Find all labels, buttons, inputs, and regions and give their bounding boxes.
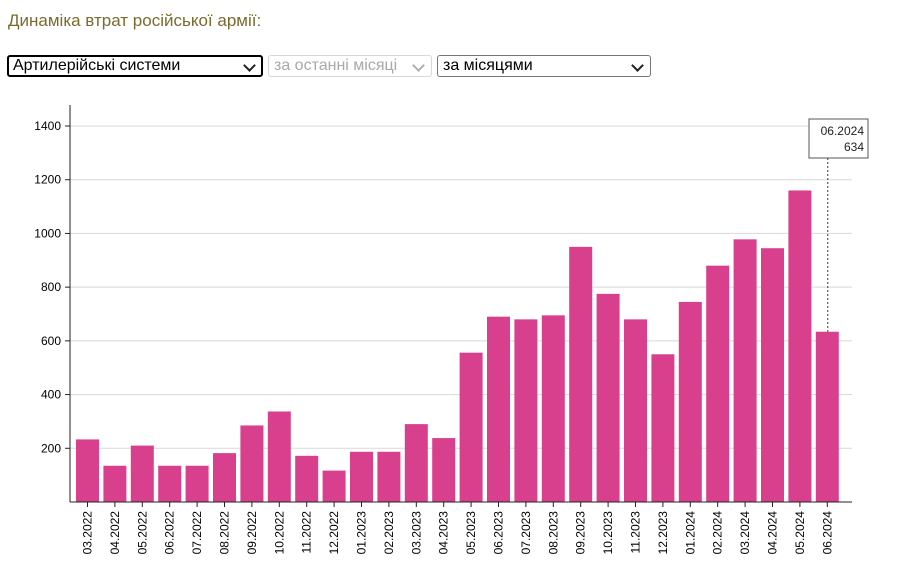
bar-06.2023 — [487, 316, 510, 502]
bar-10.2023 — [596, 293, 620, 502]
x-tick-label: 02.2024 — [711, 511, 725, 555]
bar-02.2023 — [377, 451, 401, 502]
x-axis: 03.2022 04.2022 05.2022 06.2022 07.2022 08.20… — [70, 501, 852, 555]
y-axis: 200 400 600 800 1000 1200 1400 — [34, 105, 71, 502]
tooltip-date: 06.2024 — [821, 124, 865, 138]
bars — [76, 190, 839, 502]
y-tick-label: 400 — [41, 388, 61, 402]
grouping-select[interactable]: за місяцями — [437, 55, 651, 77]
grouping-select-value: за місяцями — [443, 57, 533, 74]
x-tick-label: 07.2022 — [190, 511, 204, 555]
tooltip-box — [808, 118, 869, 159]
category-select[interactable]: Артилерійські системи — [7, 55, 263, 77]
period-select-value: за останні місяці — [274, 57, 398, 74]
bar-05.2024 — [788, 190, 812, 502]
chart-tooltip: 06.2024 634 — [808, 118, 869, 332]
bar-09.2023 — [569, 246, 593, 502]
x-tick-label: 12.2022 — [327, 511, 341, 555]
bar-01.2023 — [350, 451, 373, 502]
bar-06.2022 — [158, 465, 182, 502]
period-select: за останні місяці — [268, 55, 432, 77]
x-tick-label: 02.2023 — [382, 511, 396, 555]
y-tick-label: 200 — [41, 441, 61, 455]
bar-03.2022 — [76, 439, 99, 502]
x-tick-label: 04.2024 — [766, 511, 780, 555]
bar-09.2022 — [240, 425, 264, 502]
bar-12.2022 — [322, 470, 346, 502]
y-tick-label: 800 — [41, 280, 61, 294]
x-tick-label: 11.2022 — [300, 511, 314, 554]
x-tick-label: 09.2023 — [574, 511, 588, 555]
bar-11.2023 — [624, 319, 647, 502]
bar-05.2022 — [130, 445, 154, 502]
bar-06.2024 — [815, 331, 839, 502]
x-tick-label: 12.2023 — [656, 511, 670, 555]
bar-04.2022 — [103, 465, 127, 502]
bar-01.2024 — [678, 301, 702, 502]
x-tick-label: 11.2023 — [629, 511, 643, 554]
category-select-value: Артилерійські системи — [13, 57, 181, 74]
bar-04.2024 — [761, 248, 784, 502]
y-tick-label: 1200 — [34, 173, 61, 187]
x-tick-label: 06.2024 — [820, 511, 834, 555]
x-tick-label: 03.2022 — [81, 511, 95, 555]
x-tick-label: 01.2023 — [355, 511, 369, 555]
x-tick-label: 06.2022 — [163, 511, 177, 555]
bar-08.2022 — [213, 453, 236, 502]
y-tick-label: 1000 — [34, 226, 61, 240]
page-title: Динаміка втрат російської армії: — [8, 11, 262, 30]
y-tick-label: 1400 — [34, 119, 61, 133]
bar-05.2023 — [459, 352, 483, 502]
x-tick-label: 06.2023 — [492, 511, 506, 555]
x-tick-label: 08.2023 — [546, 511, 560, 555]
bar-04.2023 — [432, 438, 456, 502]
bar-12.2023 — [651, 354, 675, 502]
bar-07.2023 — [514, 319, 538, 502]
x-tick-label: 05.2024 — [793, 511, 807, 555]
y-tick-label: 600 — [41, 334, 61, 348]
x-tick-label: 03.2024 — [738, 511, 752, 555]
x-tick-label: 05.2022 — [135, 511, 149, 555]
x-tick-label: 01.2024 — [683, 511, 697, 555]
x-tick-label: 08.2022 — [218, 511, 232, 555]
x-tick-label: 10.2023 — [601, 511, 615, 555]
x-tick-label: 04.2022 — [108, 511, 122, 555]
bar-10.2022 — [267, 411, 291, 502]
bar-11.2022 — [295, 455, 319, 502]
x-tick-label: 09.2022 — [245, 511, 259, 555]
tooltip-value: 634 — [844, 140, 864, 154]
bar-07.2022 — [185, 465, 209, 502]
x-tick-label: 10.2022 — [272, 511, 286, 555]
x-tick-label: 03.2023 — [409, 511, 423, 555]
bar-03.2023 — [404, 424, 428, 502]
bar-03.2024 — [733, 239, 757, 502]
bar-02.2024 — [706, 265, 730, 502]
x-tick-label: 05.2023 — [464, 511, 478, 555]
bar-08.2023 — [541, 315, 565, 502]
x-tick-label: 07.2023 — [519, 511, 533, 555]
x-tick-label: 04.2023 — [437, 511, 451, 555]
